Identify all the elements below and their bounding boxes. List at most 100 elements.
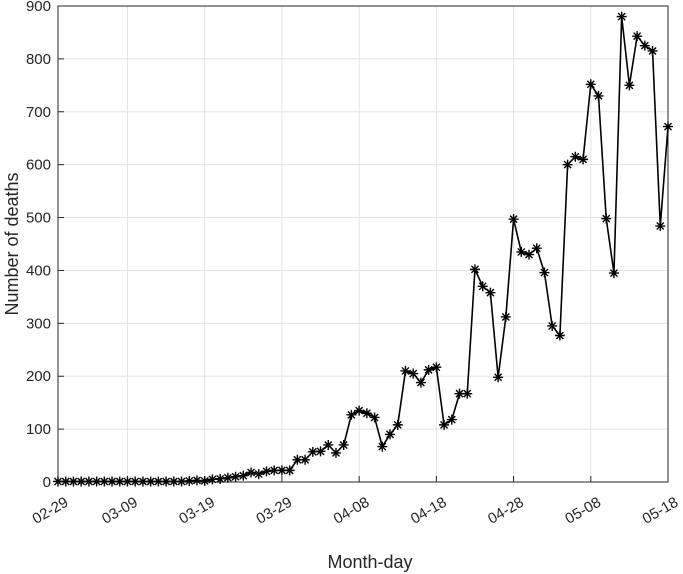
- marker: [191, 475, 202, 486]
- x-tick-label: 03-19: [176, 494, 218, 528]
- marker: [539, 267, 550, 278]
- marker: [145, 476, 156, 487]
- marker: [531, 243, 542, 254]
- marker: [385, 429, 396, 440]
- marker: [431, 362, 442, 373]
- y-tick-label: 0: [43, 474, 51, 491]
- x-tick-label: 03-29: [253, 494, 295, 528]
- x-axis-label: Month-day: [327, 552, 412, 572]
- marker: [253, 469, 264, 480]
- marker: [562, 159, 573, 170]
- marker: [307, 446, 318, 457]
- marker: [446, 414, 457, 425]
- marker: [176, 476, 187, 487]
- marker: [168, 476, 179, 487]
- marker: [300, 454, 311, 465]
- x-tick-label: 04-28: [485, 494, 527, 528]
- marker: [601, 213, 612, 224]
- marker: [315, 446, 326, 457]
- marker: [261, 466, 272, 477]
- marker: [578, 154, 589, 165]
- marker: [246, 467, 257, 478]
- marker: [330, 447, 341, 458]
- marker: [130, 476, 141, 487]
- marker: [415, 377, 426, 388]
- x-tick-label: 05-18: [639, 494, 681, 528]
- marker: [408, 368, 419, 379]
- marker: [616, 11, 627, 22]
- x-tick-label: 02-29: [29, 494, 71, 528]
- marker: [230, 471, 241, 482]
- y-tick-label: 800: [26, 51, 51, 68]
- marker: [547, 320, 558, 331]
- marker: [91, 476, 102, 487]
- marker: [276, 465, 287, 476]
- marker: [199, 475, 210, 486]
- marker: [477, 281, 488, 292]
- marker: [524, 249, 535, 260]
- marker: [439, 419, 450, 430]
- x-tick-label: 04-08: [331, 494, 373, 528]
- marker: [593, 90, 604, 101]
- marker: [83, 476, 94, 487]
- marker: [114, 476, 125, 487]
- marker: [624, 80, 635, 91]
- marker: [632, 31, 643, 42]
- y-tick-label: 500: [26, 210, 51, 227]
- marker: [608, 268, 619, 279]
- y-tick-label: 200: [26, 368, 51, 385]
- plot-frame: [57, 5, 669, 483]
- marker: [153, 476, 164, 487]
- marker: [323, 439, 334, 450]
- y-tick-label: 700: [26, 104, 51, 121]
- marker: [137, 476, 148, 487]
- marker: [238, 470, 249, 481]
- marker: [53, 476, 63, 487]
- y-tick-label: 400: [26, 262, 51, 279]
- marker: [284, 465, 295, 476]
- marker: [377, 441, 388, 452]
- data-line: [58, 16, 669, 483]
- marker: [585, 79, 596, 90]
- marker: [207, 474, 218, 485]
- marker: [647, 45, 658, 56]
- marker: [400, 365, 411, 376]
- marker: [508, 214, 519, 225]
- marker: [663, 121, 673, 132]
- marker: [184, 475, 195, 486]
- marker: [554, 330, 565, 341]
- marker: [423, 364, 434, 375]
- marker: [60, 476, 71, 487]
- marker: [655, 221, 666, 232]
- marker: [99, 476, 110, 487]
- y-axis-label: Number of deaths: [2, 172, 22, 315]
- marker: [485, 287, 496, 298]
- marker: [354, 405, 365, 416]
- marker: [346, 409, 357, 420]
- y-tick-label: 100: [26, 421, 51, 438]
- marker: [161, 476, 172, 487]
- marker: [122, 476, 133, 487]
- marker: [454, 388, 465, 399]
- x-tick-label: 04-18: [408, 494, 450, 528]
- marker: [338, 439, 349, 450]
- marker: [392, 419, 403, 430]
- marker: [107, 476, 118, 487]
- marker: [68, 476, 79, 487]
- marker: [361, 408, 372, 419]
- marker: [269, 465, 280, 476]
- marker: [369, 412, 380, 423]
- marker: [76, 476, 87, 487]
- marker: [516, 246, 527, 257]
- marker: [215, 473, 226, 484]
- x-tick-label: 03-09: [99, 494, 141, 528]
- marker: [222, 472, 233, 483]
- marker: [469, 264, 480, 275]
- x-tick-label: 05-08: [562, 494, 604, 528]
- marker: [500, 311, 511, 322]
- marker: [493, 372, 504, 383]
- marker: [639, 40, 650, 51]
- y-tick-label: 300: [26, 315, 51, 332]
- marker: [570, 151, 581, 162]
